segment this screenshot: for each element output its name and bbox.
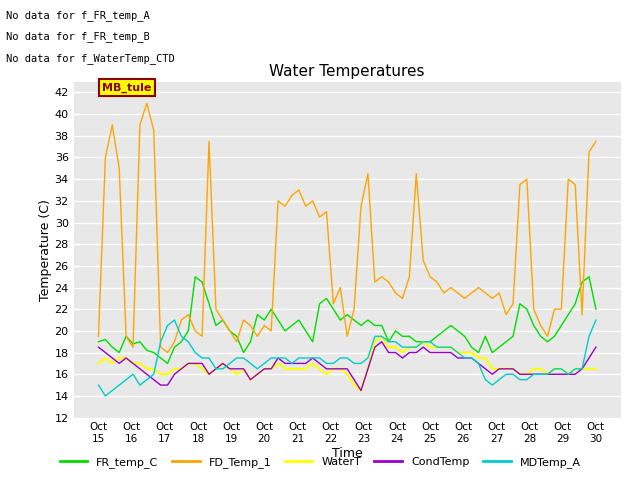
FD_Temp_1 <box>219 317 227 323</box>
X-axis label: Time: Time <box>332 447 363 460</box>
MDTemp_A <box>557 366 565 372</box>
MDTemp_A <box>523 377 531 383</box>
MDTemp_A <box>171 317 179 323</box>
CondTemp <box>357 388 365 394</box>
Text: No data for f_FR_temp_B: No data for f_FR_temp_B <box>6 31 150 42</box>
MDTemp_A <box>102 393 109 399</box>
MDTemp_A <box>357 360 365 366</box>
WaterT <box>205 372 213 377</box>
MDTemp_A <box>537 372 545 377</box>
CondTemp <box>343 366 351 372</box>
CondTemp <box>260 366 268 372</box>
WaterT <box>378 334 385 339</box>
FR_temp_C <box>557 323 565 328</box>
FR_temp_C <box>592 306 600 312</box>
Text: No data for f_FR_temp_A: No data for f_FR_temp_A <box>6 10 150 21</box>
FD_Temp_1 <box>537 323 545 328</box>
FR_temp_C <box>275 317 282 323</box>
Line: WaterT: WaterT <box>99 336 596 391</box>
MDTemp_A <box>95 382 102 388</box>
FD_Temp_1 <box>523 176 531 182</box>
FD_Temp_1 <box>95 334 102 339</box>
CondTemp <box>557 372 565 377</box>
Legend: FR_temp_C, FD_Temp_1, WaterT, CondTemp, MDTemp_A: FR_temp_C, FD_Temp_1, WaterT, CondTemp, … <box>55 452 585 472</box>
Line: FD_Temp_1: FD_Temp_1 <box>99 103 596 353</box>
Line: MDTemp_A: MDTemp_A <box>99 320 596 396</box>
FD_Temp_1 <box>143 100 150 106</box>
Line: CondTemp: CondTemp <box>99 342 596 391</box>
Title: Water Temperatures: Water Temperatures <box>269 64 425 79</box>
WaterT <box>592 366 600 372</box>
WaterT <box>557 366 565 372</box>
FD_Temp_1 <box>275 198 282 204</box>
FR_temp_C <box>537 334 545 339</box>
Y-axis label: Temperature (C): Temperature (C) <box>38 199 52 300</box>
Text: MB_tule: MB_tule <box>102 82 152 93</box>
MDTemp_A <box>275 355 282 361</box>
WaterT <box>95 360 102 366</box>
FD_Temp_1 <box>357 204 365 209</box>
Line: FR_temp_C: FR_temp_C <box>99 276 596 363</box>
Text: No data for f_WaterTemp_CTD: No data for f_WaterTemp_CTD <box>6 53 175 64</box>
WaterT <box>537 366 545 372</box>
FR_temp_C <box>191 274 199 279</box>
WaterT <box>343 372 351 377</box>
FR_temp_C <box>219 317 227 323</box>
CondTemp <box>537 372 545 377</box>
FD_Temp_1 <box>592 138 600 144</box>
CondTemp <box>523 372 531 377</box>
WaterT <box>260 366 268 372</box>
FR_temp_C <box>164 360 172 366</box>
FR_temp_C <box>357 323 365 328</box>
FD_Temp_1 <box>164 350 172 356</box>
CondTemp <box>378 339 385 345</box>
FR_temp_C <box>95 339 102 345</box>
MDTemp_A <box>592 317 600 323</box>
CondTemp <box>592 344 600 350</box>
WaterT <box>357 388 365 394</box>
WaterT <box>523 372 531 377</box>
MDTemp_A <box>219 366 227 372</box>
CondTemp <box>95 344 102 350</box>
FR_temp_C <box>523 306 531 312</box>
FD_Temp_1 <box>557 306 565 312</box>
CondTemp <box>205 372 213 377</box>
